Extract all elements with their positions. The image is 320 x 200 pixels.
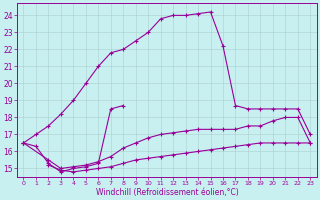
X-axis label: Windchill (Refroidissement éolien,°C): Windchill (Refroidissement éolien,°C) xyxy=(96,188,238,197)
